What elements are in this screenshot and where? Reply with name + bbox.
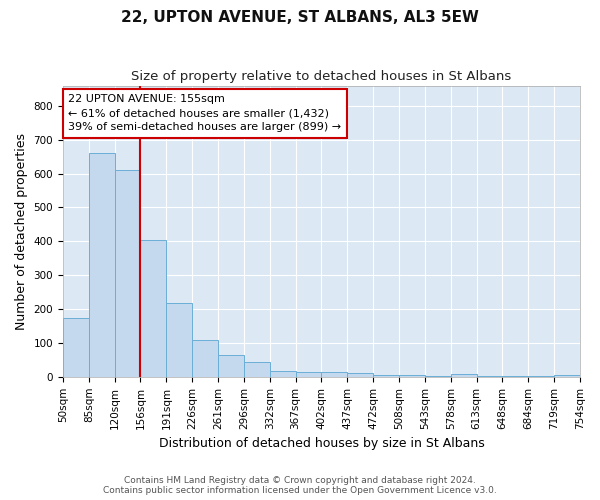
Text: 22 UPTON AVENUE: 155sqm
← 61% of detached houses are smaller (1,432)
39% of semi: 22 UPTON AVENUE: 155sqm ← 61% of detache… — [68, 94, 341, 132]
Bar — [218, 356, 244, 377]
Bar — [347, 373, 373, 377]
Bar — [192, 340, 218, 377]
Bar — [63, 318, 89, 377]
Bar — [296, 372, 322, 377]
X-axis label: Distribution of detached houses by size in St Albans: Distribution of detached houses by size … — [158, 437, 484, 450]
Bar — [451, 374, 476, 377]
Bar — [554, 375, 580, 377]
Bar — [373, 375, 399, 377]
Y-axis label: Number of detached properties: Number of detached properties — [15, 132, 28, 330]
Bar — [399, 375, 425, 377]
Bar — [244, 362, 270, 377]
Bar — [140, 240, 166, 377]
Bar — [322, 372, 347, 377]
Text: 22, UPTON AVENUE, ST ALBANS, AL3 5EW: 22, UPTON AVENUE, ST ALBANS, AL3 5EW — [121, 10, 479, 25]
Bar — [270, 371, 296, 377]
Text: Contains HM Land Registry data © Crown copyright and database right 2024.
Contai: Contains HM Land Registry data © Crown c… — [103, 476, 497, 495]
Title: Size of property relative to detached houses in St Albans: Size of property relative to detached ho… — [131, 70, 512, 83]
Bar — [89, 154, 115, 377]
Bar — [115, 170, 140, 377]
Bar — [166, 303, 192, 377]
